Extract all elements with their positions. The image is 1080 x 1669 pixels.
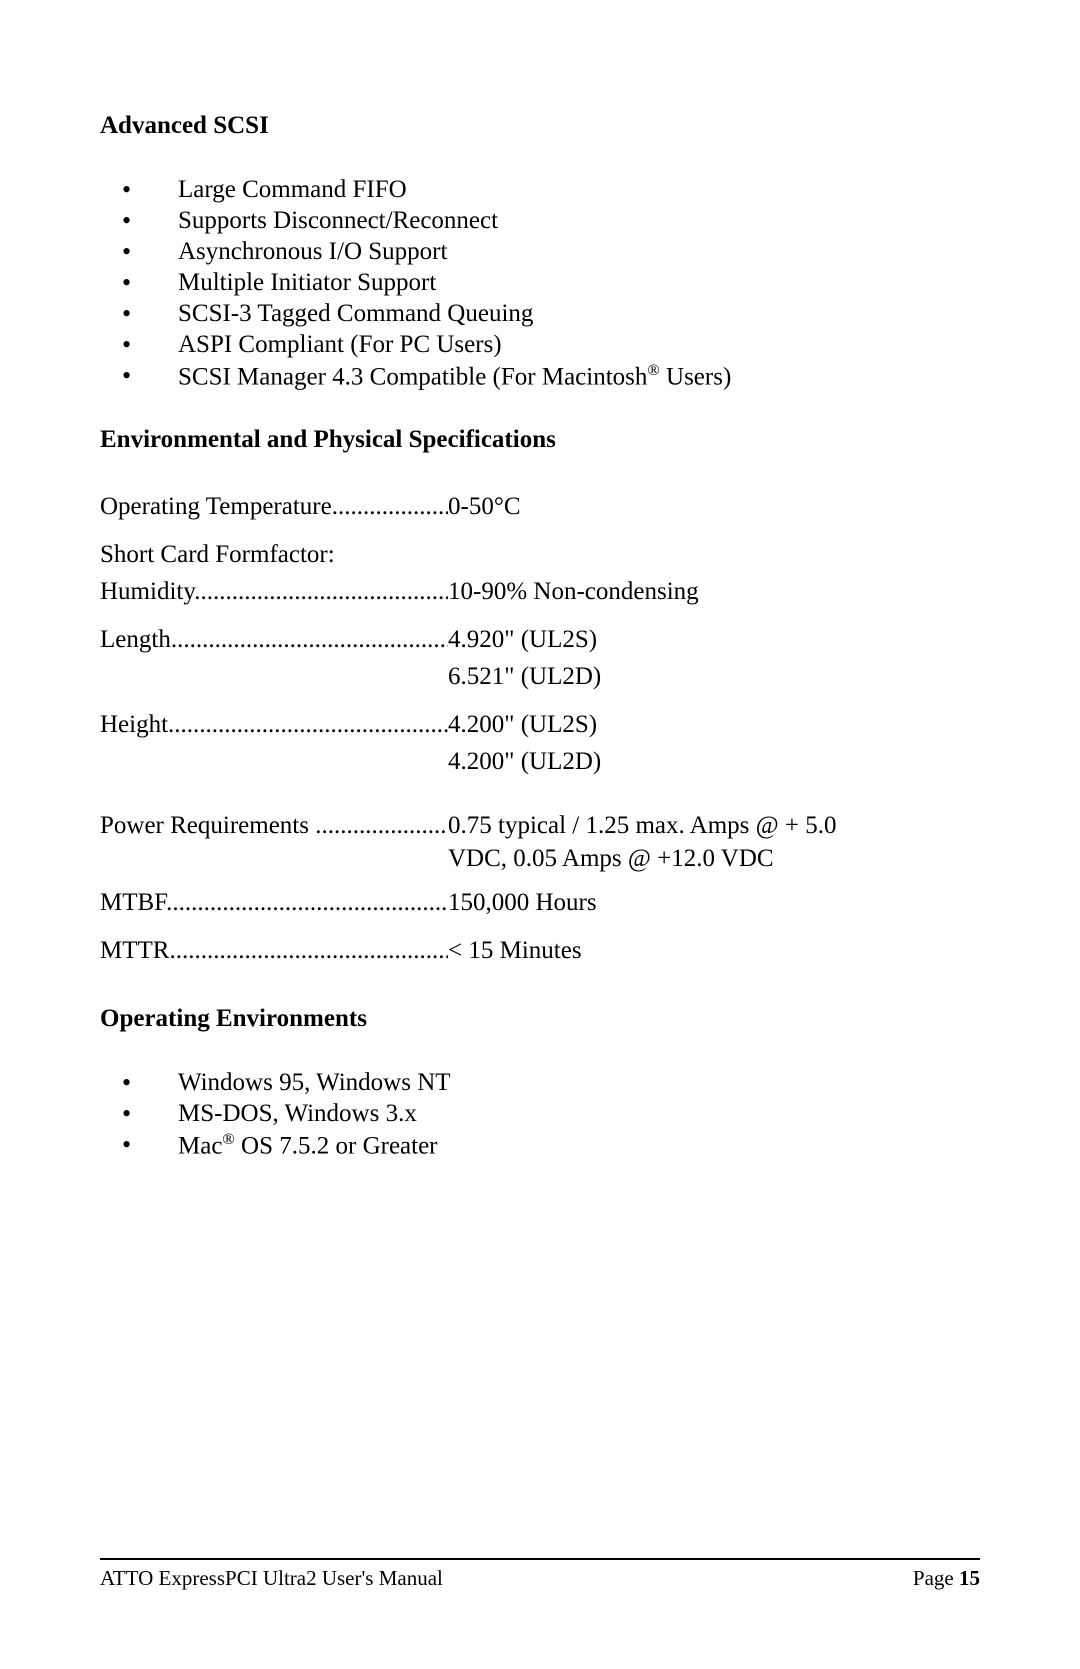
list-item: ASPI Compliant (For PC Users) [144, 329, 980, 360]
spec-label: Operating Temperature [100, 488, 448, 526]
heading-advanced-scsi: Advanced SCSI [100, 112, 980, 140]
list-item: SCSI Manager 4.3 Compatible (For Macinto… [144, 360, 980, 392]
spec-value: 4.920" (UL2S) [448, 621, 980, 659]
spec-label: MTTR [100, 932, 448, 970]
spec-label-empty [100, 844, 448, 874]
spec-label: Power Requirements [100, 807, 448, 845]
heading-env-phys: Environmental and Physical Specification… [100, 426, 980, 454]
page-body: Advanced SCSI Large Command FIFO Support… [0, 0, 1080, 1162]
spec-label-empty [100, 658, 448, 696]
spec-value: 4.200" (UL2S) [448, 706, 980, 744]
text: Users) [660, 363, 732, 390]
spec-value: 6.521" (UL2D) [448, 658, 980, 696]
footer-rule [100, 1558, 980, 1560]
spec-row-mttr: MTTR < 15 Minutes [100, 932, 980, 970]
list-item: Large Command FIFO [144, 174, 980, 205]
spec-row-height-2: 4.200" (UL2D) [100, 743, 980, 781]
text: Mac [178, 1133, 222, 1160]
list-item: MS-DOS, Windows 3.x [144, 1098, 980, 1129]
spec-row-op-temp: Operating Temperature 0-50°C [100, 488, 980, 526]
spec-row-length: Length 4.920" (UL2S) [100, 621, 980, 659]
registered-mark: ® [222, 1130, 234, 1148]
heading-op-env: Operating Environments [100, 1005, 980, 1033]
page-number: 15 [959, 1566, 980, 1590]
spec-row-power-2: VDC, 0.05 Amps @ +12.0 VDC [100, 844, 980, 874]
spec-row-length-2: 6.521" (UL2D) [100, 658, 980, 696]
list-item: Windows 95, Windows NT [144, 1067, 980, 1098]
list-item: Mac® OS 7.5.2 or Greater [144, 1129, 980, 1161]
list-op-env: Windows 95, Windows NT MS-DOS, Windows 3… [100, 1067, 980, 1161]
list-advanced-scsi: Large Command FIFO Supports Disconnect/R… [100, 174, 980, 392]
text: SCSI Manager 4.3 Compatible (For Macinto… [178, 363, 647, 390]
spec-label: Humidity [100, 573, 448, 611]
spec-label: Height [100, 706, 448, 744]
list-item: SCSI-3 Tagged Command Queuing [144, 298, 980, 329]
spec-label-empty [100, 743, 448, 781]
spec-value: VDC, 0.05 Amps @ +12.0 VDC [448, 844, 980, 874]
spec-row-mtbf: MTBF 150,000 Hours [100, 884, 980, 922]
spec-row-power: Power Requirements 0.75 typical / 1.25 m… [100, 807, 980, 845]
footer-right: Page 15 [913, 1566, 980, 1591]
spec-label: MTBF [100, 884, 448, 922]
footer-left: ATTO ExpressPCI Ultra2 User's Manual [100, 1566, 443, 1591]
text: OS 7.5.2 or Greater [235, 1133, 438, 1160]
spec-value: 0.75 typical / 1.25 max. Amps @ + 5.0 [448, 807, 980, 845]
spec-value: 10-90% Non-condensing [448, 573, 980, 611]
list-item: Multiple Initiator Support [144, 267, 980, 298]
spec-value: < 15 Minutes [448, 932, 980, 970]
spec-value: 0-50°C [448, 488, 980, 526]
spec-value: 4.200" (UL2D) [448, 743, 980, 781]
spec-row-humidity: Humidity 10-90% Non-condensing [100, 573, 980, 611]
spec-row-height: Height 4.200" (UL2S) [100, 706, 980, 744]
list-item: Supports Disconnect/Reconnect [144, 205, 980, 236]
spec-label: Length [100, 621, 448, 659]
spec-value: 150,000 Hours [448, 884, 980, 922]
spec-list: Operating Temperature 0-50°C Short Card … [100, 488, 980, 969]
spec-formfactor: Short Card Formfactor: [100, 536, 980, 574]
registered-mark: ® [647, 361, 659, 379]
page-footer: ATTO ExpressPCI Ultra2 User's Manual Pag… [100, 1558, 980, 1591]
list-item: Asynchronous I/O Support [144, 236, 980, 267]
